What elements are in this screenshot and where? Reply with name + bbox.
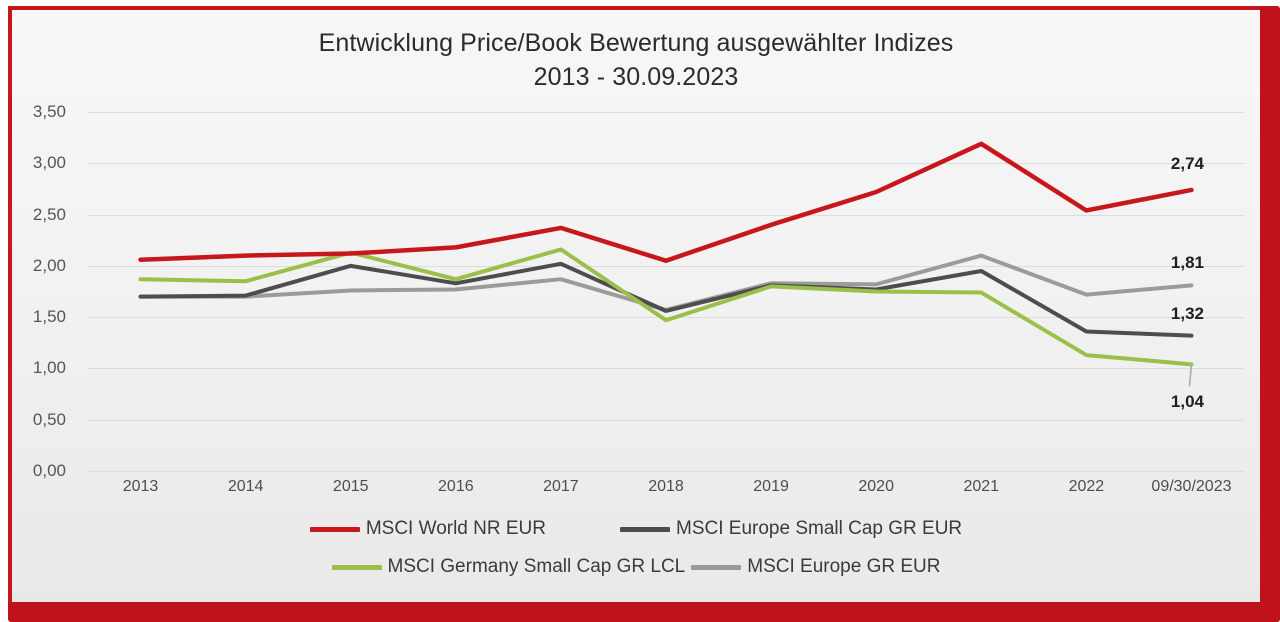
data-label: 1,81 [1170, 253, 1204, 273]
data-label: 1,04 [1170, 392, 1204, 412]
legend-item-msci-world-nr-eur[interactable]: MSCI World NR EUR [309, 518, 546, 540]
y-axis-tick-label: 1,50 [32, 307, 66, 327]
frame-border-top [8, 6, 1272, 10]
frame-border-bottom [8, 602, 1280, 622]
legend-label-2: MSCI Germany Small Cap GR LCL [387, 556, 686, 577]
y-axis-tick-label: 3,50 [32, 102, 66, 121]
y-axis-tick-label: 2,50 [32, 204, 66, 224]
x-axis-tick-label: 2018 [648, 478, 684, 495]
legend-swatch-icon-2 [331, 564, 382, 570]
label-leader-line [1188, 364, 1193, 387]
plot-area: 0,00 0,50 1,00 1,50 2,00 2,50 3,00 3,50 2013 201… [33, 102, 1244, 495]
x-axis-tick-label: 2017 [543, 478, 579, 495]
legend-item-msci-europe-small-cap-gr-eur[interactable]: MSCI Europe Small Cap GR EUR [620, 518, 962, 540]
x-axis-tick-label: 2019 [753, 478, 789, 495]
series-line [138, 247, 1194, 367]
gridline [88, 471, 1244, 472]
legend-label-3: MSCI Europe GR EUR [747, 556, 941, 577]
chart-legend: MSCI World NR EUR MSCI Europe Small Cap … [12, 510, 1260, 586]
series-line [138, 141, 1194, 263]
chart-subtitle: 2013 - 30.09.2023 [533, 63, 739, 91]
chart-canvas: Entwicklung Price/Book Bewertung ausgewä… [12, 10, 1260, 602]
legend-label-1: MSCI Europe Small Cap GR EUR [676, 518, 963, 539]
legend-swatch-icon-0 [309, 526, 360, 532]
x-axis-tick-label: 2013 [122, 478, 159, 495]
y-axis-tick-label: 1,00 [32, 358, 66, 378]
x-axis-tick-label: 09/30/2023 [1151, 478, 1232, 495]
chart-title-block: Entwicklung Price/Book Bewertung ausgewä… [12, 26, 1260, 94]
x-axis-tick-label: 2021 [963, 478, 1000, 495]
legend-row-2: MSCI Germany Small Cap GR LCL MSCI Europ… [12, 548, 1260, 586]
y-axis-tick-label: 3,00 [32, 153, 66, 173]
gridline [88, 368, 1244, 370]
y-axis-tick-label: 0,00 [32, 461, 66, 480]
x-axis-tick-label: 2015 [332, 478, 369, 495]
x-axis-tick-label: 2022 [1068, 478, 1105, 495]
y-axis-tick-label: 2,00 [32, 255, 66, 275]
x-axis-tick-label: 2020 [858, 478, 894, 495]
legend-swatch-icon-1 [620, 526, 670, 532]
series-lines [138, 141, 1194, 387]
legend-swatch-icon-3 [691, 564, 742, 570]
chart-title: Entwicklung Price/Book Bewertung ausgewä… [318, 29, 954, 57]
x-axis-tick-label: 2016 [438, 478, 474, 495]
legend-item-msci-europe-gr-eur[interactable]: MSCI Europe GR EUR [691, 556, 940, 578]
gridline [88, 214, 1244, 216]
gridline [88, 265, 1244, 267]
frame-border-left [8, 6, 12, 616]
data-label: 2,74 [1170, 153, 1204, 173]
series-line [138, 261, 1194, 338]
y-axis-tick-label: 0,50 [32, 409, 66, 429]
gridline [88, 112, 1244, 113]
frame-border-right [1260, 6, 1280, 622]
data-label: 1,32 [1170, 303, 1204, 323]
legend-row-1: MSCI World NR EUR MSCI Europe Small Cap … [12, 510, 1260, 548]
legend-label-0: MSCI World NR EUR [365, 518, 546, 539]
gridline [88, 419, 1244, 421]
x-axis-tick-label: 2014 [227, 478, 264, 495]
legend-item-msci-germany-small-cap-gr-lcl[interactable]: MSCI Germany Small Cap GR LCL [331, 556, 686, 578]
gridline [88, 163, 1244, 165]
gridline [88, 317, 1244, 319]
